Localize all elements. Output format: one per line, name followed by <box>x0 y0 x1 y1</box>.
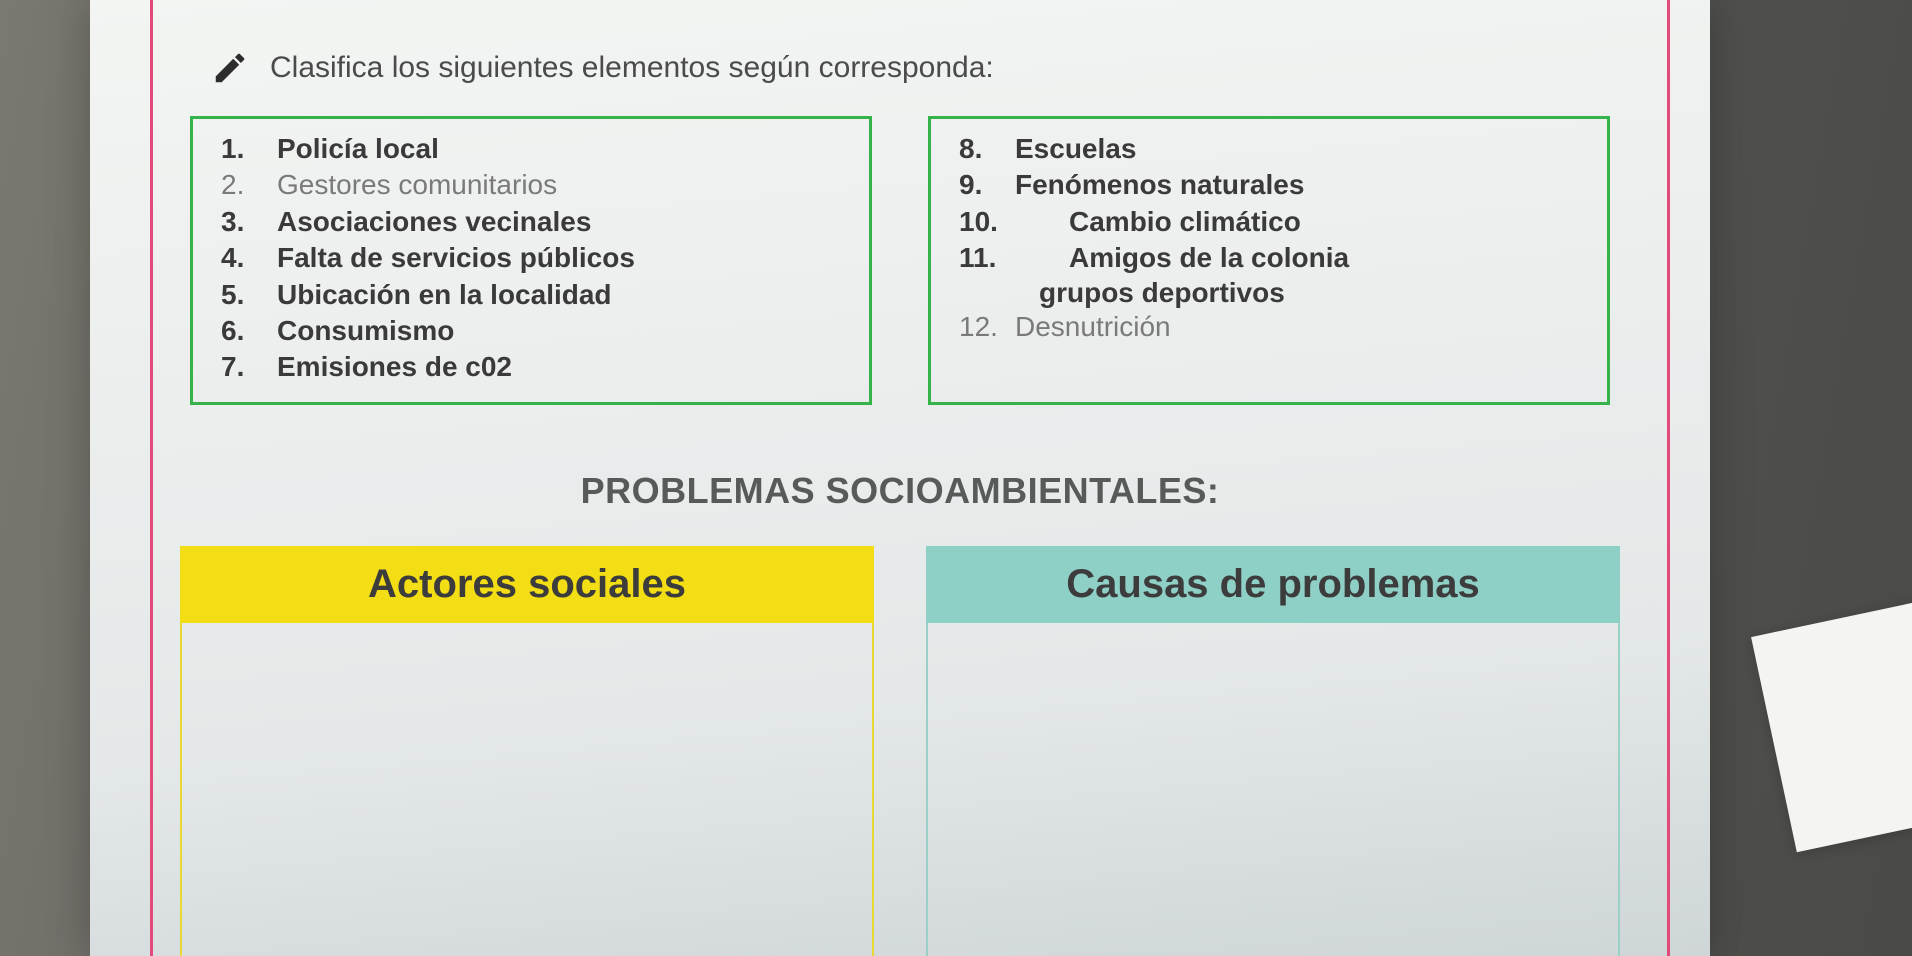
list-item: 2.Gestores comunitarios <box>221 167 841 203</box>
category-header-causas: Causas de problemas <box>926 546 1620 623</box>
category-body-actores[interactable] <box>180 623 874 956</box>
items-box-left: 1.Policía local2.Gestores comunitarios3.… <box>190 116 872 405</box>
item-list-right: 8.Escuelas9.Fenómenos naturales10.Cambio… <box>959 131 1579 345</box>
pencil-icon <box>210 48 250 88</box>
list-item: 5.Ubicación en la localidad <box>221 277 841 313</box>
stray-paper-corner <box>1751 600 1912 853</box>
section-title: PROBLEMAS SOCIOAMBIENTALES: <box>90 470 1710 512</box>
list-item: 3.Asociaciones vecinales <box>221 204 841 240</box>
category-actores: Actores sociales <box>180 546 874 956</box>
instruction-text: Clasifica los siguientes elementos según… <box>270 51 994 85</box>
worksheet-paper: Clasifica los siguientes elementos según… <box>90 0 1710 956</box>
categories-row: Actores sociales Causas de problemas <box>90 512 1710 956</box>
category-body-causas[interactable] <box>926 623 1620 956</box>
category-header-actores: Actores sociales <box>180 546 874 623</box>
list-item: 11.Amigos de la colonia <box>959 240 1579 276</box>
instruction-row: Clasifica los siguientes elementos según… <box>90 0 1710 108</box>
desk-background: Clasifica los siguientes elementos según… <box>0 0 1912 956</box>
list-item: 7.Emisiones de c02 <box>221 349 841 385</box>
list-item: 10.Cambio climático <box>959 204 1579 240</box>
list-item: 6.Consumismo <box>221 313 841 349</box>
list-item: 8.Escuelas <box>959 131 1579 167</box>
list-item: 4.Falta de servicios públicos <box>221 240 841 276</box>
list-item: 12.Desnutrición <box>959 309 1579 345</box>
items-box-right: 8.Escuelas9.Fenómenos naturales10.Cambio… <box>928 116 1610 405</box>
item-list-left: 1.Policía local2.Gestores comunitarios3.… <box>221 131 841 386</box>
list-item-subline: grupos deportivos <box>959 277 1579 309</box>
list-item: 9.Fenómenos naturales <box>959 167 1579 203</box>
items-container: 1.Policía local2.Gestores comunitarios3.… <box>90 108 1710 405</box>
list-item: 1.Policía local <box>221 131 841 167</box>
category-causas: Causas de problemas <box>926 546 1620 956</box>
